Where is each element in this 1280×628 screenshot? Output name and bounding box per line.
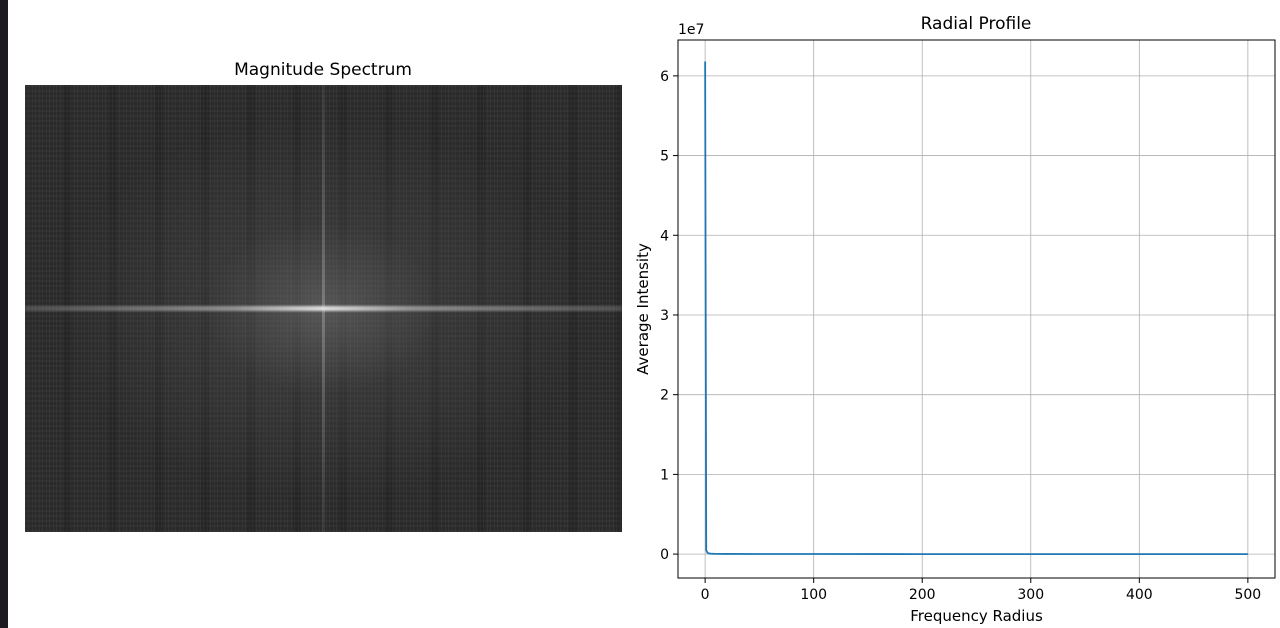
x-tick-label-2: 200	[909, 587, 936, 603]
x-axis-label: Frequency Radius	[910, 607, 1043, 625]
grid	[678, 40, 1275, 578]
x-tick-label-5: 500	[1234, 587, 1261, 603]
x-tick-label-4: 400	[1126, 587, 1153, 603]
x-tick-label-3: 300	[1017, 587, 1044, 603]
y-tick-label-1: 1	[660, 467, 669, 483]
y-tick-label-5: 5	[660, 149, 669, 165]
spectrum-title: Magnitude Spectrum	[234, 60, 412, 80]
x-tick-label-1: 100	[800, 587, 827, 603]
y-tick-label-3: 3	[660, 308, 669, 324]
x-ticks: 0 100 200 300 400 500	[701, 578, 1261, 603]
y-tick-label-4: 4	[660, 228, 669, 244]
y-tick-label-2: 2	[660, 388, 669, 404]
y-ticks: 0 1 2 3 4 5 6	[660, 69, 678, 563]
window-left-edge	[0, 0, 8, 628]
chart-title: Radial Profile	[920, 14, 1032, 34]
y-tick-label-0: 0	[660, 547, 669, 563]
x-tick-label-0: 0	[701, 587, 710, 603]
y-axis-label: Average Intensity	[634, 243, 652, 375]
y-offset-text: 1e7	[678, 22, 704, 38]
series-layer	[704, 61, 1248, 555]
y-tick-label-6: 6	[660, 69, 669, 85]
plot-frame	[677, 39, 1276, 579]
series-line-0	[704, 61, 1248, 555]
magnitude-spectrum-image	[25, 85, 622, 532]
